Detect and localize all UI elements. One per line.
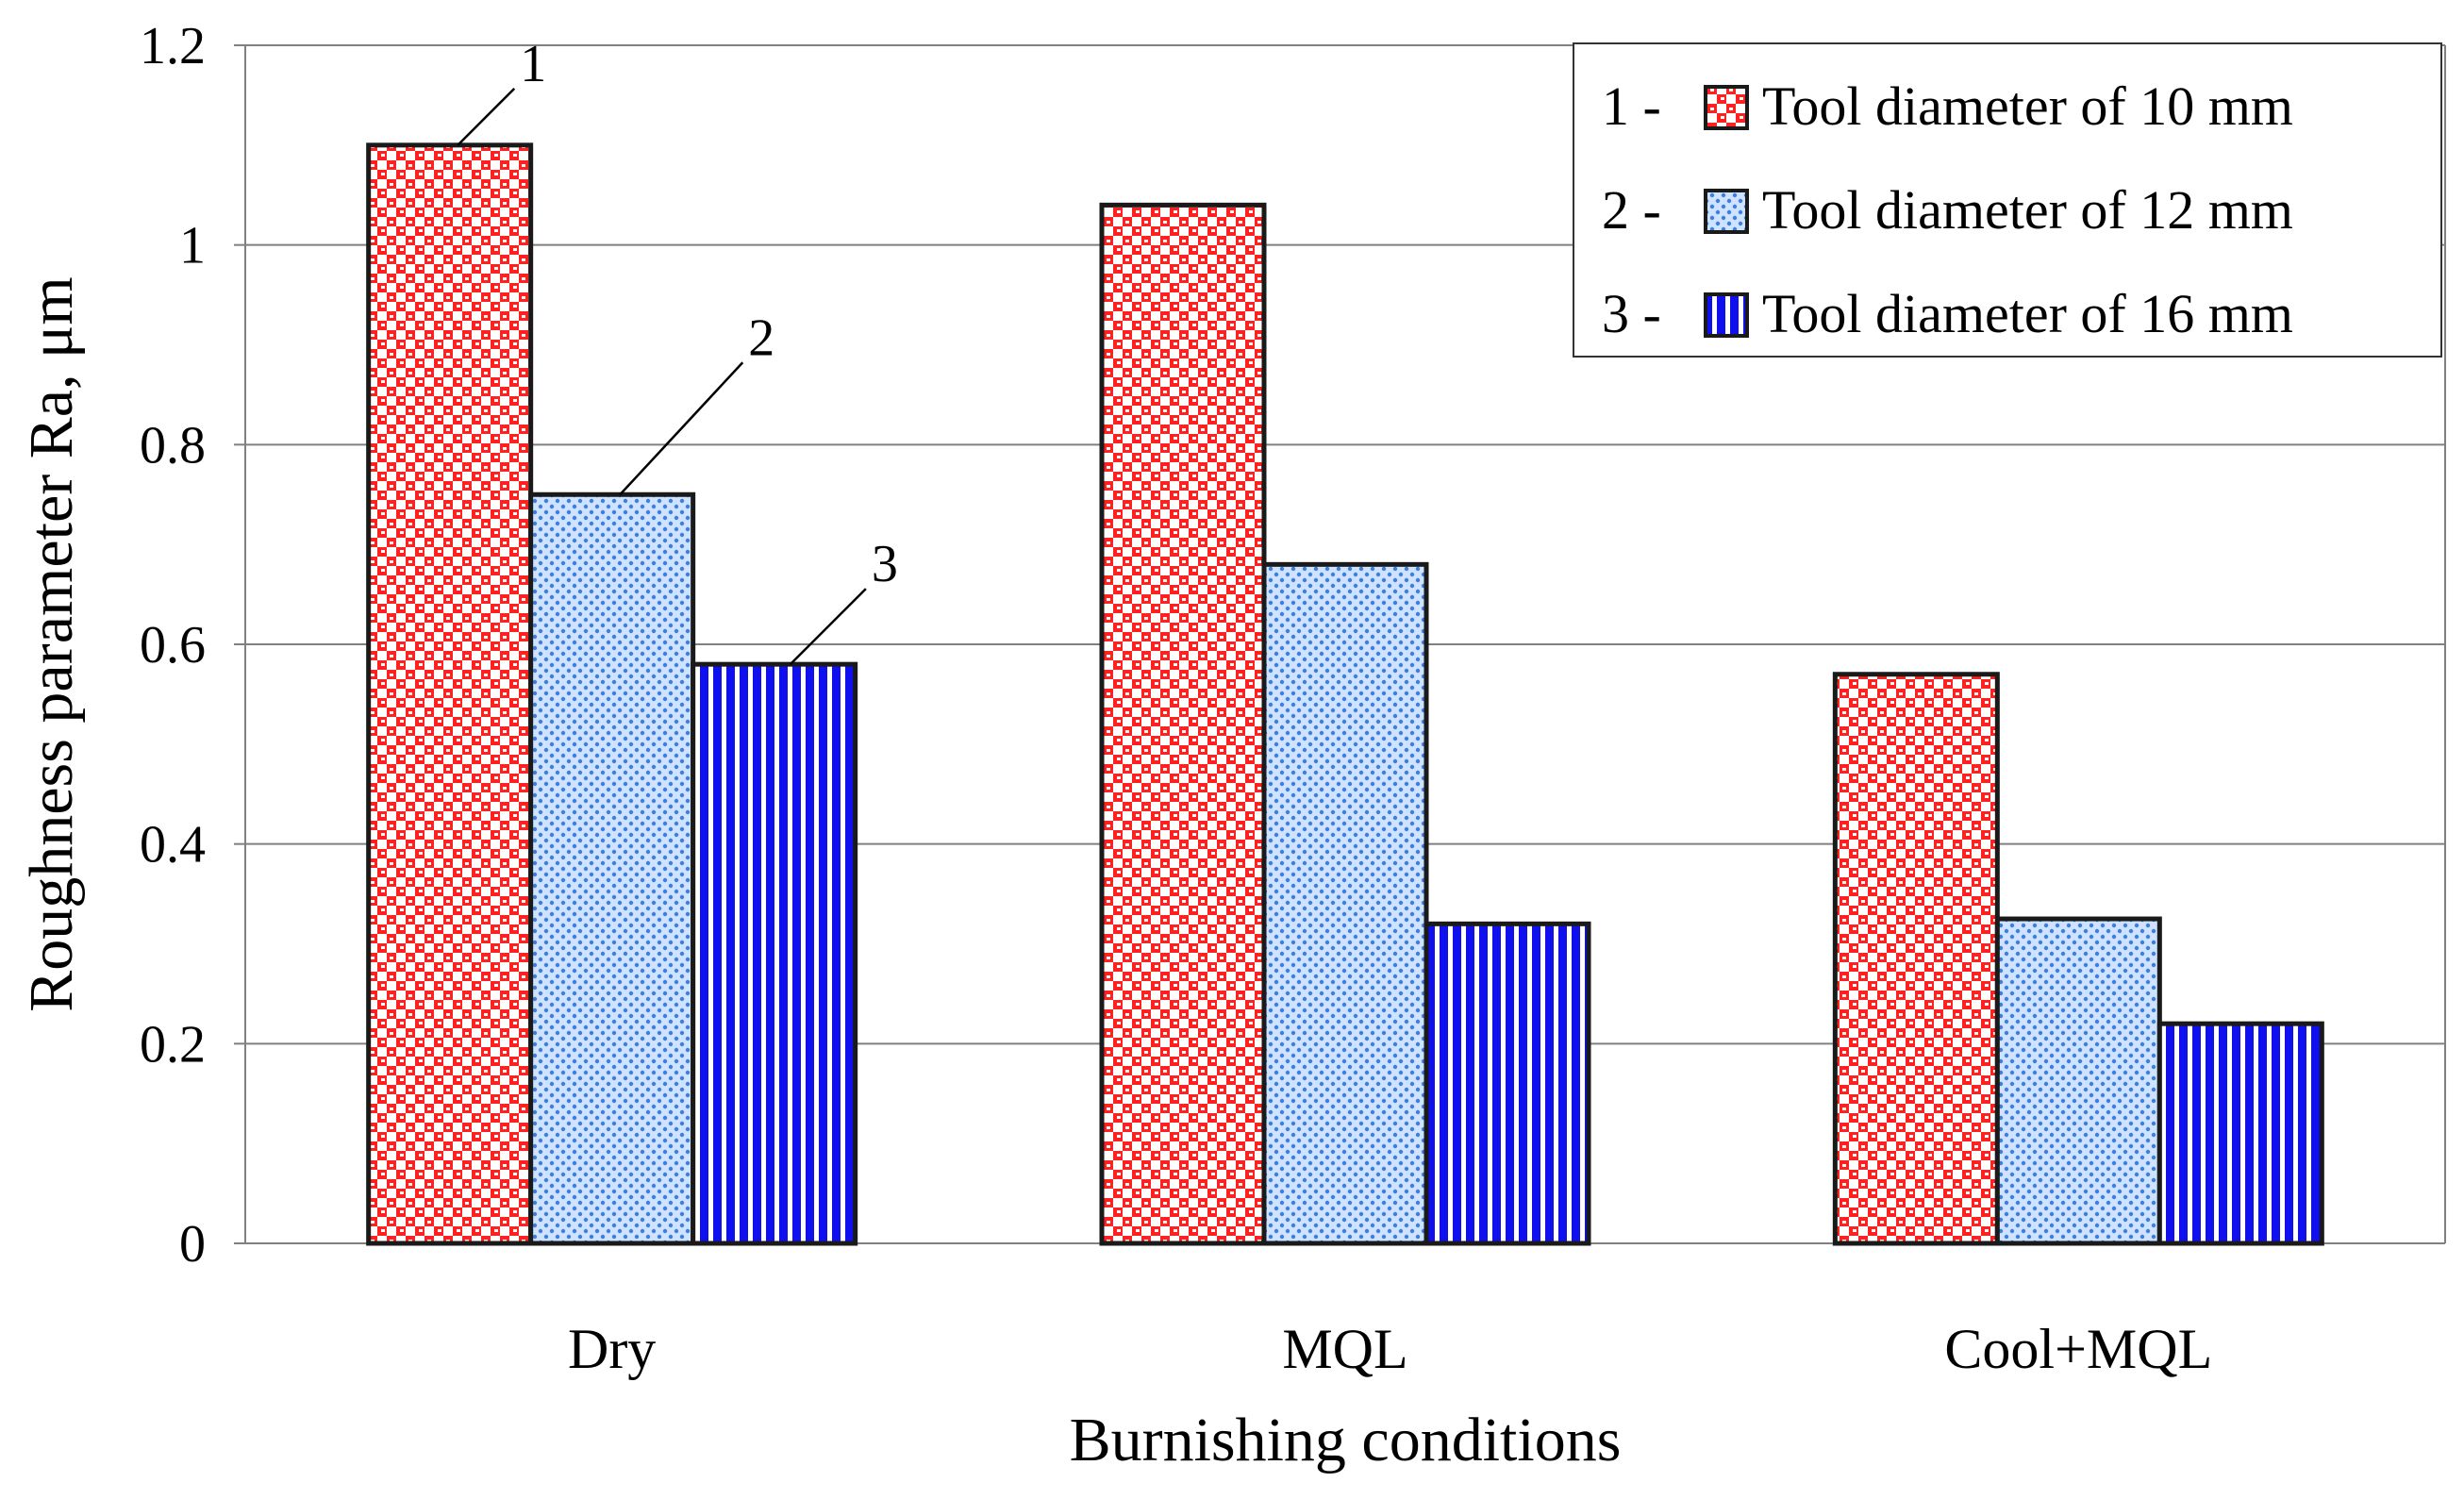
- legend-item-label: Tool diameter of 12 mm: [1762, 179, 2293, 241]
- legend-swatch: [1704, 292, 1749, 338]
- y-tick-label: 1: [179, 217, 206, 275]
- legend: 1 - Tool diameter of 10 mm 2 - Tool diamete…: [1573, 42, 2442, 358]
- callout-number: 3: [872, 535, 898, 593]
- x-category-label: MQL: [1282, 1318, 1407, 1380]
- y-tick-label: 0.8: [140, 416, 206, 475]
- callout-number: 1: [520, 35, 546, 93]
- bar-1-dry: [366, 142, 534, 1246]
- x-category-label: Cool+MQL: [1944, 1318, 2212, 1380]
- y-tick-label: 0.4: [140, 816, 206, 874]
- legend-item-prefix: 3 -: [1602, 283, 1661, 344]
- y-tick-label: 1.2: [140, 17, 206, 75]
- bar-2-dry: [528, 491, 696, 1246]
- bar-2-cool-mql: [1994, 916, 2162, 1246]
- y-tick-label: 0.6: [140, 616, 206, 675]
- callout-number: 2: [748, 308, 774, 367]
- x-axis-title: Burnishing conditions: [1070, 1406, 1622, 1474]
- callout-leader-line: [619, 361, 744, 496]
- legend-swatch: [1704, 189, 1749, 234]
- y-tick-label: 0: [179, 1215, 206, 1274]
- x-category-labels: Dry MQL Cool+MQL: [568, 1318, 2212, 1380]
- callout-leader-line: [789, 588, 867, 666]
- x-category-label: Dry: [568, 1318, 656, 1380]
- legend-item-prefix: 1 -: [1602, 75, 1661, 137]
- series-callouts: 1 2 3: [457, 35, 898, 666]
- bar-3-dry: [691, 661, 858, 1246]
- callout-leader-line: [457, 87, 516, 146]
- bar-3-cool-mql: [2156, 1021, 2324, 1246]
- bar-1-mql: [1099, 202, 1267, 1246]
- y-axis-title: Roughness parameter Ra, μm: [17, 276, 86, 1012]
- legend-item-label: Tool diameter of 10 mm: [1762, 75, 2293, 137]
- legend-item-label: Tool diameter of 16 mm: [1762, 283, 2293, 344]
- bar-1-cool-mql: [1832, 672, 2000, 1246]
- bar-2-mql: [1261, 561, 1429, 1246]
- legend-swatch: [1704, 85, 1749, 130]
- y-tick-labels: 0 0.2 0.4 0.6 0.8 1 1.2: [140, 17, 245, 1274]
- y-tick-label: 0.2: [140, 1015, 206, 1074]
- legend-item-prefix: 2 -: [1602, 179, 1661, 241]
- bars: [366, 142, 2324, 1246]
- bar-3-mql: [1423, 921, 1591, 1246]
